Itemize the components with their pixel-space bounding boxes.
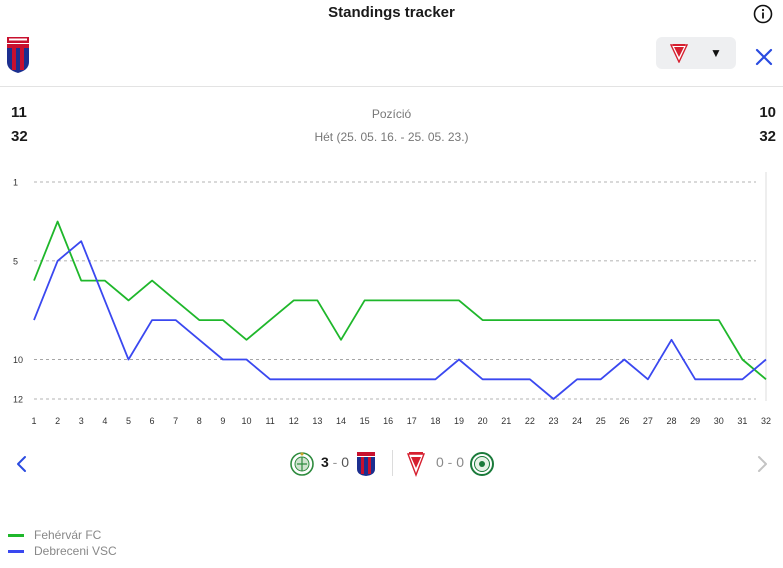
week-range-label: Hét (25. 05. 16. - 25. 05. 23.) — [314, 130, 469, 144]
close-icon[interactable] — [754, 47, 774, 67]
x-tick-label: 6 — [150, 416, 155, 426]
series-line-fehervar — [33, 220, 767, 380]
x-tick-label: 8 — [197, 416, 202, 426]
x-tick-label: 32 — [761, 416, 771, 426]
x-tick-label: 27 — [643, 416, 653, 426]
x-tick-label: 24 — [572, 416, 582, 426]
x-tick-label: 3 — [79, 416, 84, 426]
y-tick-label: 10 — [13, 355, 23, 365]
right-position-value: 10 — [759, 104, 776, 121]
fehervar-crest-icon — [357, 452, 375, 476]
x-tick-label: 9 — [220, 416, 225, 426]
left-week-value: 32 — [11, 128, 28, 145]
chevron-down-icon: ▼ — [710, 46, 722, 60]
y-tick-label: 1 — [13, 178, 18, 188]
x-tick-label: 7 — [173, 416, 178, 426]
debrecen-crest-icon — [406, 452, 426, 477]
x-tick-label: 20 — [478, 416, 488, 426]
team-selector-dropdown[interactable]: ▼ — [656, 37, 736, 69]
match-1-score: 3 - 0 — [321, 454, 349, 470]
header: Standings tracker ▼ — [0, 0, 783, 87]
x-tick-label: 22 — [525, 416, 535, 426]
x-tick-label: 17 — [407, 416, 417, 426]
x-tick-label: 31 — [737, 416, 747, 426]
x-tick-label: 11 — [265, 416, 274, 426]
next-arrow-icon[interactable] — [750, 452, 774, 476]
x-tick-label: 21 — [501, 416, 511, 426]
info-icon[interactable] — [753, 4, 773, 24]
debrecen-crest-icon — [670, 44, 688, 63]
series-line-debrecen — [33, 240, 767, 400]
x-tick-label: 10 — [242, 416, 252, 426]
x-tick-label: 13 — [312, 416, 322, 426]
legend-swatch — [8, 550, 24, 553]
x-tick-label: 16 — [383, 416, 393, 426]
left-position-value: 11 — [11, 104, 27, 121]
paks-crest-icon — [470, 452, 494, 476]
legend-swatch — [8, 534, 24, 537]
score-separator: - — [328, 454, 342, 470]
match-2-away-score: 0 — [456, 454, 465, 470]
match-1-away-score: 0 — [341, 454, 350, 470]
legend-label: Fehérvár FC — [34, 528, 102, 542]
match-divider — [392, 450, 393, 476]
legend-label: Debreceni VSC — [34, 544, 117, 558]
x-tick-label: 2 — [55, 416, 60, 426]
y-tick-label: 5 — [13, 256, 18, 266]
match-1-home-score: 3 — [321, 454, 329, 470]
x-tick-label: 19 — [454, 416, 464, 426]
ferencvaros-crest-icon — [290, 452, 314, 476]
x-tick-label: 28 — [667, 416, 677, 426]
x-tick-label: 14 — [336, 416, 346, 426]
x-tick-label: 25 — [596, 416, 606, 426]
x-tick-label: 30 — [714, 416, 724, 426]
x-tick-label: 5 — [126, 416, 131, 426]
x-tick-label: 18 — [430, 416, 440, 426]
x-tick-label: 4 — [102, 416, 107, 426]
team-crest-icon — [7, 37, 29, 73]
x-tick-label: 12 — [289, 416, 299, 426]
match-2-home-score: 0 — [436, 454, 444, 470]
match-2-score: 0 - 0 — [436, 454, 464, 470]
right-week-value: 32 — [759, 128, 776, 145]
x-tick-label: 15 — [360, 416, 370, 426]
metric-label: Pozíció — [371, 107, 412, 121]
x-tick-label: 1 — [31, 416, 36, 426]
x-tick-label: 26 — [619, 416, 629, 426]
previous-arrow-icon[interactable] — [10, 452, 34, 476]
y-tick-label: 12 — [13, 395, 23, 405]
page-title: Standings tracker — [328, 4, 455, 21]
x-tick-label: 29 — [690, 416, 700, 426]
score-separator: - — [443, 454, 457, 470]
x-tick-label: 23 — [548, 416, 558, 426]
